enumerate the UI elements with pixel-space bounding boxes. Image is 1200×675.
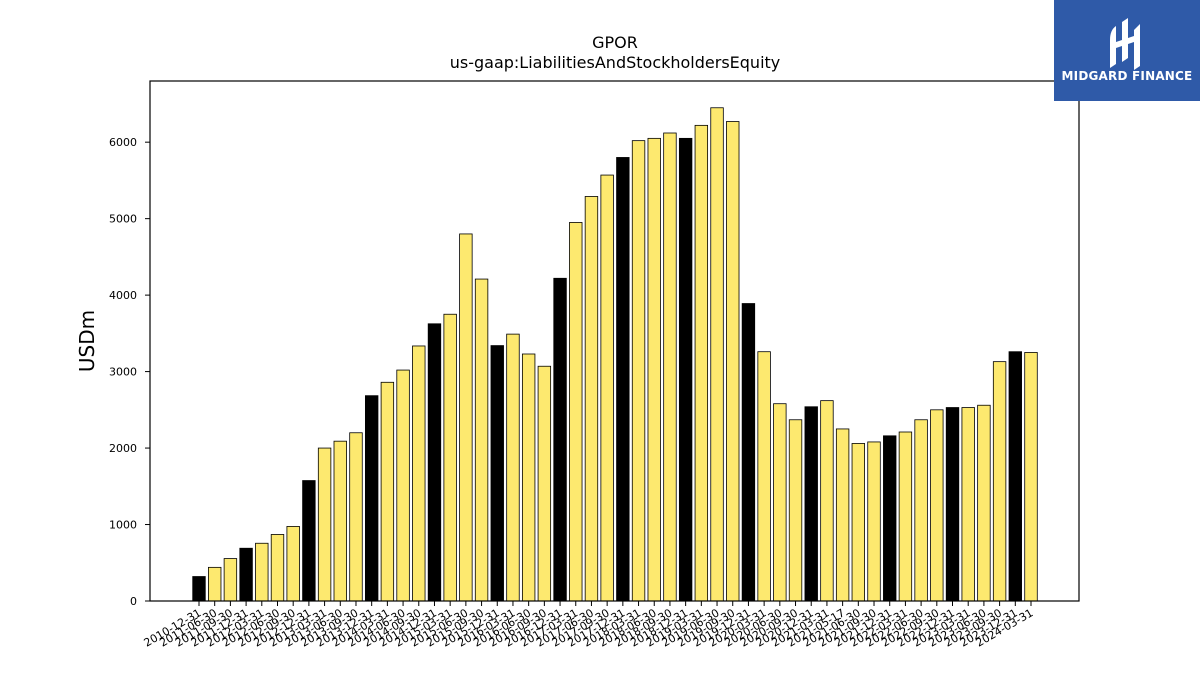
bar	[396, 369, 410, 602]
bar	[600, 174, 614, 602]
bar	[223, 558, 238, 602]
chart-title: GPOR	[592, 33, 638, 52]
brand-name: MIDGARD FINANCE	[1061, 69, 1193, 83]
bar	[459, 233, 473, 602]
y-axis: 0 1000 2000 3000 4000 5000 6000	[109, 136, 150, 608]
y-axis-label: USDm	[75, 310, 99, 372]
y-tick-label: 2000	[109, 442, 137, 455]
bar	[255, 542, 269, 602]
bar	[443, 313, 457, 602]
bar	[286, 526, 300, 602]
bar	[364, 395, 379, 602]
bar	[804, 406, 818, 602]
bar	[208, 566, 222, 602]
bar	[867, 441, 881, 602]
bar	[192, 576, 206, 602]
bar	[757, 351, 771, 602]
bar	[631, 140, 646, 602]
y-tick-label: 4000	[109, 289, 137, 302]
bar	[710, 107, 724, 602]
bar	[616, 157, 630, 602]
bar	[584, 196, 599, 602]
bar	[490, 345, 504, 602]
bar	[741, 303, 756, 602]
plot-frame	[149, 80, 1080, 602]
bar	[977, 404, 991, 602]
bar	[317, 447, 332, 602]
bar	[569, 222, 583, 602]
bar	[349, 432, 363, 602]
bar	[663, 132, 677, 602]
y-tick-label: 1000	[109, 519, 137, 532]
bar	[961, 407, 975, 602]
bar	[380, 381, 395, 602]
y-tick-label: 0	[130, 595, 137, 608]
bar	[647, 137, 661, 602]
y-tick-label: 6000	[109, 136, 137, 149]
bar	[820, 400, 834, 602]
bar	[851, 443, 865, 602]
midgard-logo-icon	[1110, 18, 1140, 70]
bar	[239, 547, 253, 602]
bar	[726, 121, 740, 602]
x-axis: 2010-12-312011-06-302011-09-302011-12-31…	[142, 601, 1036, 650]
bar	[835, 428, 850, 602]
bars-group	[192, 107, 1038, 602]
bar	[537, 365, 552, 602]
bar	[930, 409, 944, 602]
bar	[788, 419, 803, 602]
bar	[521, 353, 536, 602]
chart-subtitle: us-gaap:LiabilitiesAndStockholdersEquity	[450, 53, 781, 72]
bar	[883, 435, 897, 602]
bar	[945, 407, 960, 602]
bar	[678, 137, 693, 602]
y-tick-label: 5000	[109, 213, 137, 226]
bar	[773, 403, 787, 602]
bar	[474, 278, 489, 602]
bar	[302, 480, 316, 602]
bar	[506, 333, 520, 602]
bar	[333, 440, 347, 602]
bar	[898, 431, 913, 602]
bar	[1008, 351, 1022, 602]
bar	[553, 277, 567, 602]
bar	[992, 361, 1007, 602]
bar	[1024, 352, 1038, 602]
y-tick-label: 3000	[109, 366, 137, 379]
bar	[427, 323, 442, 602]
bar	[412, 345, 426, 602]
bar	[270, 534, 285, 602]
bar	[914, 419, 928, 602]
brand-logo: MIDGARD FINANCE	[1054, 0, 1200, 101]
bar	[694, 124, 709, 602]
